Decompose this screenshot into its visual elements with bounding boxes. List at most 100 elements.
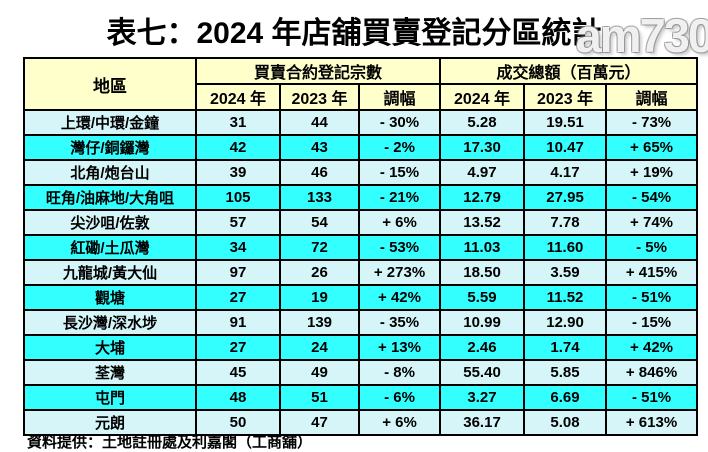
table-row: 荃灣 45 49- 8% 55.40 5.85 + 846% <box>23 359 699 386</box>
value-cell: + 6% <box>357 209 442 236</box>
table-header: 地區 買賣合約登記宗數 成交總額（百萬元） 2024 年 2023 年 調幅 2… <box>23 57 699 111</box>
value-cell: 50 <box>195 409 281 436</box>
district-cell: 荃灣 <box>23 359 197 386</box>
value-cell: 5.28 <box>439 109 526 136</box>
value-cell: 43 <box>279 134 360 161</box>
table-row: 上環/中環/金鐘 31 44- 30% 5.28 19.51- 73% <box>23 109 699 136</box>
value-cell: 46 <box>279 159 360 186</box>
value-cell: 55.40 <box>439 359 526 386</box>
value-cell: + 42% <box>357 284 442 311</box>
value-cell: 5.08 <box>523 409 608 436</box>
table-row: 旺角/油麻地/大角咀 105 133- 21% 12.79 27.95- 54% <box>23 184 699 211</box>
district-cell: 旺角/油麻地/大角咀 <box>23 184 197 211</box>
value-cell: 5.85 <box>523 359 608 386</box>
data-source-note: 資料提供：土地註冊處及利嘉閣（工商舖） <box>27 434 313 451</box>
value-cell: 5.59 <box>439 284 526 311</box>
value-cell: - 73% <box>605 109 699 136</box>
value-cell: + 613% <box>605 409 699 436</box>
value-cell: 19 <box>279 284 360 311</box>
table-row: 屯門 48 51- 6% 3.27 6.69- 51% <box>23 384 699 411</box>
value-cell: + 19% <box>605 159 699 186</box>
value-cell: 51 <box>279 384 360 411</box>
total-value-group-header: 成交總額（百萬元） <box>439 57 699 85</box>
value-cell: 72 <box>279 234 360 261</box>
district-cell: 上環/中環/金鐘 <box>23 109 197 136</box>
table-row: 北角/炮台山 39 46- 15% 4.97 4.17 + 19% <box>23 159 699 186</box>
value-cell: + 415% <box>605 259 699 286</box>
value-cell: 49 <box>279 359 360 386</box>
value-cell: 34 <box>195 234 281 261</box>
value-cell: 27 <box>195 284 281 311</box>
subheader-2024-registrations: 2024 年 <box>195 83 281 111</box>
value-cell: 133 <box>279 184 360 211</box>
value-cell: 91 <box>195 309 281 336</box>
value-cell: 97 <box>195 259 281 286</box>
value-cell: 2.46 <box>439 334 526 361</box>
district-column-header: 地區 <box>23 57 197 111</box>
table-row: 尖沙咀/佐敦 57 54 + 6% 13.52 7.78 + 74% <box>23 209 699 236</box>
value-cell: - 5% <box>605 234 699 261</box>
district-cell: 大埔 <box>23 334 197 361</box>
value-cell: 45 <box>195 359 281 386</box>
table-row: 長沙灣/深水埗 91 139- 35% 10.99 12.90- 15% <box>23 309 699 336</box>
district-cell: 灣仔/銅鑼灣 <box>23 134 197 161</box>
value-cell: 4.97 <box>439 159 526 186</box>
subheader-2023-value: 2023 年 <box>523 83 608 111</box>
value-cell: 24 <box>279 334 360 361</box>
district-cell: 北角/炮台山 <box>23 159 197 186</box>
district-cell: 觀塘 <box>23 284 197 311</box>
value-cell: 12.79 <box>439 184 526 211</box>
table-row: 觀塘 27 19 + 42% 5.59 11.52- 51% <box>23 284 699 311</box>
value-cell: + 74% <box>605 209 699 236</box>
subheader-change-value: 調幅 <box>605 83 699 111</box>
value-cell: - 8% <box>357 359 442 386</box>
value-cell: 11.03 <box>439 234 526 261</box>
subheader-2024-value: 2024 年 <box>439 83 526 111</box>
value-cell: - 21% <box>357 184 442 211</box>
value-cell: + 273% <box>357 259 442 286</box>
value-cell: - 51% <box>605 284 699 311</box>
value-cell: + 846% <box>605 359 699 386</box>
value-cell: 27 <box>195 334 281 361</box>
page-title: 表七：2024 年店舖買賣登記分區統計 <box>106 17 602 50</box>
value-cell: 26 <box>279 259 360 286</box>
value-cell: - 35% <box>357 309 442 336</box>
value-cell: + 6% <box>357 409 442 436</box>
value-cell: + 13% <box>357 334 442 361</box>
subheader-2023-registrations: 2023 年 <box>279 83 360 111</box>
value-cell: 18.50 <box>439 259 526 286</box>
value-cell: 6.69 <box>523 384 608 411</box>
value-cell: 48 <box>195 384 281 411</box>
value-cell: 57 <box>195 209 281 236</box>
table-row: 元朗 50 47 + 6% 36.17 5.08 + 613% <box>23 409 699 436</box>
value-cell: - 30% <box>357 109 442 136</box>
value-cell: 7.78 <box>523 209 608 236</box>
value-cell: - 53% <box>357 234 442 261</box>
value-cell: 4.17 <box>523 159 608 186</box>
value-cell: 1.74 <box>523 334 608 361</box>
subheader-change-registrations: 調幅 <box>357 83 442 111</box>
value-cell: 54 <box>279 209 360 236</box>
value-cell: 36.17 <box>439 409 526 436</box>
value-cell: - 15% <box>357 159 442 186</box>
district-cell: 紅磡/土瓜灣 <box>23 234 197 261</box>
value-cell: 12.90 <box>523 309 608 336</box>
value-cell: + 42% <box>605 334 699 361</box>
value-cell: 39 <box>195 159 281 186</box>
value-cell: 27.95 <box>523 184 608 211</box>
value-cell: - 15% <box>605 309 699 336</box>
registrations-group-header: 買賣合約登記宗數 <box>194 57 442 85</box>
table-row: 九龍城/黃大仙 97 26 + 273% 18.50 3.59 + 415% <box>23 259 699 286</box>
value-cell: - 2% <box>357 134 442 161</box>
value-cell: - 54% <box>605 184 699 211</box>
table-body: 上環/中環/金鐘 31 44- 30% 5.28 19.51- 73% 灣仔/銅鑼灣 42 4… <box>23 109 699 436</box>
district-stats-table: 地區 買賣合約登記宗數 成交總額（百萬元） 2024 年 2023 年 調幅 2… <box>23 57 699 436</box>
table-row: 大埔 27 24 + 13% 2.46 1.74 + 42% <box>23 334 699 361</box>
value-cell: 3.27 <box>439 384 526 411</box>
value-cell: 10.99 <box>439 309 526 336</box>
value-cell: - 51% <box>605 384 699 411</box>
district-cell: 元朗 <box>23 409 197 436</box>
value-cell: 105 <box>195 184 281 211</box>
value-cell: + 65% <box>605 134 699 161</box>
value-cell: 10.47 <box>523 134 608 161</box>
